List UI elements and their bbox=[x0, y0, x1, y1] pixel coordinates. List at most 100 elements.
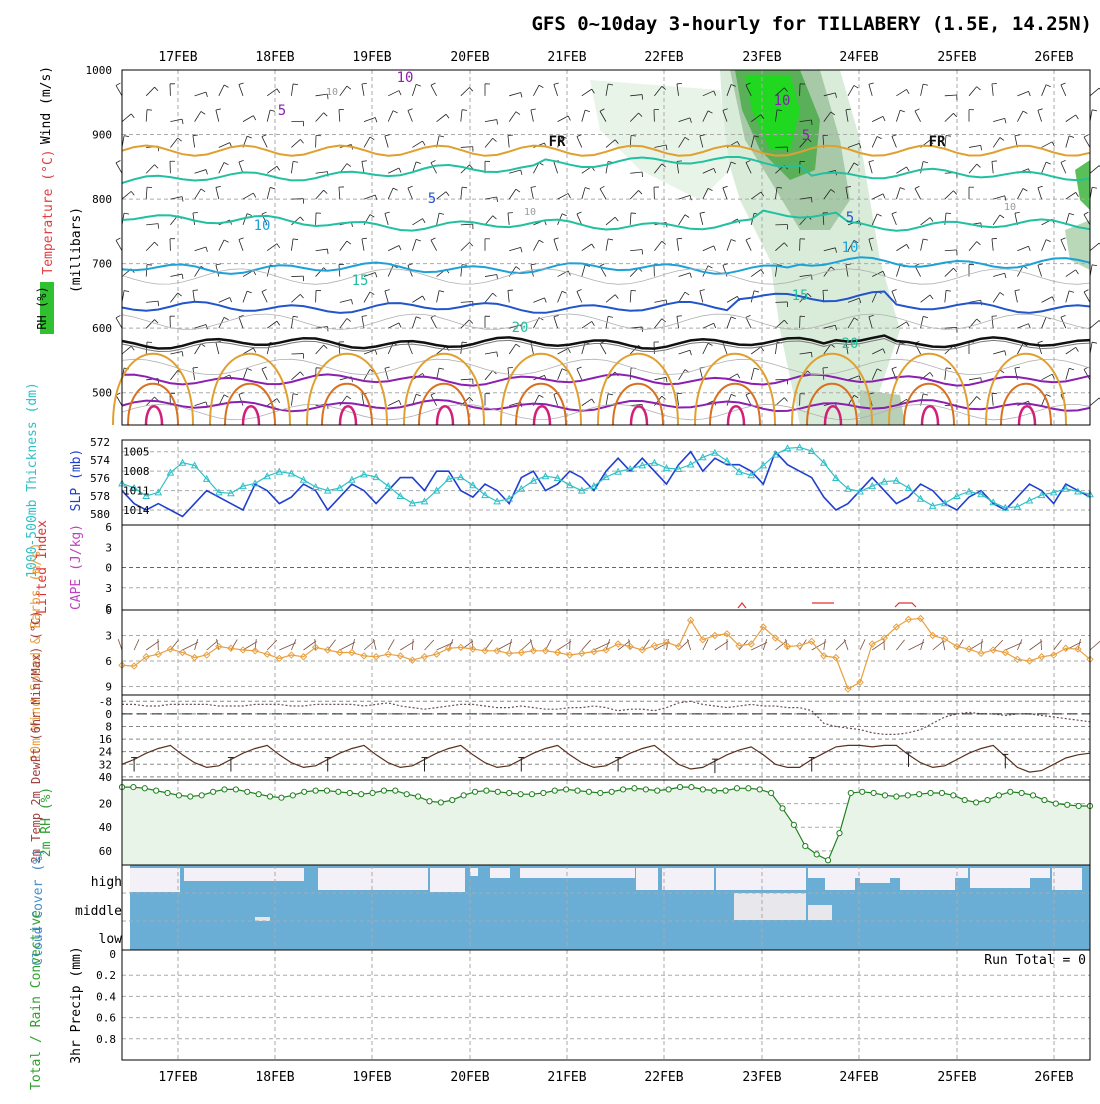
wind-barb-flag bbox=[393, 111, 398, 113]
li-tick: 3 bbox=[105, 582, 112, 595]
lifted-index-series bbox=[738, 603, 916, 608]
rh-point bbox=[472, 789, 477, 794]
wind-barb-flag bbox=[877, 214, 882, 216]
wind-barb bbox=[291, 139, 300, 147]
wind-barb bbox=[1015, 291, 1017, 303]
rh-point bbox=[564, 787, 569, 792]
wind-barb bbox=[243, 291, 247, 302]
li-tick: 6 bbox=[105, 521, 112, 534]
wind-barb bbox=[193, 290, 195, 302]
wind-barb-flag bbox=[347, 164, 351, 167]
wind-barb bbox=[388, 266, 393, 277]
cloud-gap bbox=[470, 868, 478, 876]
wind-barb bbox=[388, 323, 399, 328]
wind-barb bbox=[558, 291, 562, 302]
rh-point bbox=[837, 831, 842, 836]
wind-barb bbox=[630, 290, 631, 302]
wind-barb-flag bbox=[714, 323, 716, 328]
wind-barb-flag bbox=[708, 343, 712, 345]
panel-axis-label: Wind (m/s) bbox=[39, 66, 54, 144]
contour-label: 15 bbox=[792, 288, 809, 304]
wind-barb-flag bbox=[446, 114, 449, 118]
wind-barb-flag bbox=[1076, 270, 1079, 274]
wind-barb bbox=[848, 85, 854, 95]
sfc-wind-barb bbox=[1030, 641, 1043, 650]
sfc-wind-barb bbox=[279, 643, 296, 650]
wind-barb bbox=[582, 265, 585, 277]
cloud-gap bbox=[520, 868, 635, 878]
panel-axis-label: Total / Rain Convective bbox=[29, 910, 44, 1090]
wind-barb-flag bbox=[393, 188, 398, 190]
rh-point bbox=[484, 788, 489, 793]
wind-barb-flag bbox=[462, 187, 467, 188]
wind-barb-flag bbox=[375, 350, 377, 355]
panel-frame bbox=[122, 440, 1090, 525]
wind-barb-flag bbox=[116, 161, 120, 163]
rh-series bbox=[119, 784, 1092, 865]
rh-point bbox=[393, 788, 398, 793]
wind-barb-flag bbox=[1092, 342, 1097, 343]
wind-barb-flag bbox=[662, 319, 666, 322]
wind-barb-flag bbox=[370, 215, 374, 218]
wind-barb bbox=[461, 187, 462, 199]
wind-barb-flag bbox=[1005, 196, 1006, 201]
wind-barb-flag bbox=[1005, 273, 1006, 278]
sfc-wind-barb bbox=[558, 641, 572, 650]
wind-barb bbox=[146, 87, 154, 96]
wind-barb-flag bbox=[1046, 162, 1051, 164]
rh-point bbox=[552, 788, 557, 793]
wind-barb-flag bbox=[946, 290, 951, 291]
wind-barb bbox=[921, 84, 923, 96]
wind-barb bbox=[1038, 265, 1042, 276]
wind-barb bbox=[723, 188, 727, 199]
wind-barb bbox=[1015, 368, 1017, 380]
wind-barb bbox=[262, 369, 267, 380]
wind-barb-flag bbox=[182, 274, 183, 279]
wind-barb bbox=[239, 85, 243, 96]
wind-barb bbox=[485, 293, 493, 302]
rh-point bbox=[438, 800, 443, 805]
wind-barb-flag bbox=[193, 135, 198, 136]
wind-barb-flag bbox=[262, 290, 267, 292]
temp-tick: 24 bbox=[99, 746, 113, 759]
wind-barb bbox=[437, 192, 446, 199]
wind-barb-flag bbox=[907, 322, 910, 326]
wind-barb bbox=[243, 116, 253, 122]
wind-barb bbox=[969, 396, 977, 405]
date-label-bottom: 18FEB bbox=[255, 1070, 294, 1085]
wind-barb-flag bbox=[324, 190, 328, 193]
wind-barb bbox=[267, 110, 270, 122]
wind-barb-flag bbox=[408, 186, 413, 188]
wind-barb bbox=[170, 352, 182, 354]
rh-point bbox=[324, 788, 329, 793]
wind-barb-flag bbox=[923, 239, 928, 240]
wind-barb-flag bbox=[930, 295, 933, 299]
wind-barb-flag bbox=[277, 244, 280, 248]
wind-barb bbox=[945, 368, 946, 380]
wind-barb bbox=[291, 294, 300, 302]
wind-barb-flag bbox=[1092, 265, 1097, 266]
rh-point bbox=[689, 784, 694, 789]
date-label-top: 24FEB bbox=[839, 50, 878, 65]
slp-tick: 1008 bbox=[123, 465, 150, 478]
panel-labels: RH (%)Temperature (°C)Wind (m/s)(milliba… bbox=[25, 66, 84, 1090]
cloud-level-label: high bbox=[91, 875, 122, 890]
stability-grid bbox=[122, 525, 1090, 610]
slp-tick: 1005 bbox=[123, 446, 150, 459]
sfc-wind-barb bbox=[844, 639, 848, 650]
wind-barb-flag bbox=[327, 249, 328, 254]
wind-barb bbox=[606, 217, 615, 225]
panel-axis-label: CAPE (J/kg) bbox=[69, 524, 84, 610]
wind-barb-flag bbox=[869, 83, 874, 84]
wind-barb bbox=[700, 213, 703, 225]
wind-barb bbox=[921, 295, 930, 302]
wind-barb bbox=[362, 84, 364, 96]
precip-panel: 0.80.60.40.20 Run Total = 0 bbox=[96, 948, 1090, 1060]
sfc-wind-barb bbox=[860, 639, 865, 650]
wind-barb bbox=[869, 162, 872, 174]
wind-barb bbox=[122, 114, 131, 122]
pressure-tick: 700 bbox=[92, 258, 112, 271]
